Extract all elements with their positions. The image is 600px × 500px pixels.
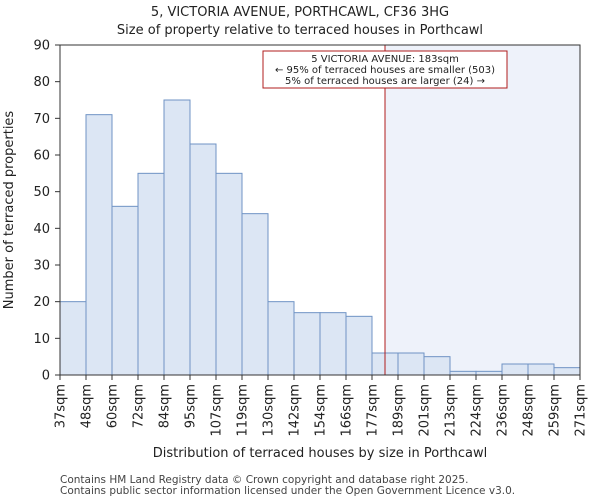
x-tick-label: 177sqm bbox=[366, 384, 381, 437]
y-tick-label: 80 bbox=[33, 75, 50, 90]
histogram-bar bbox=[85, 114, 113, 376]
annotation-frame bbox=[262, 50, 508, 89]
y-tick-label: 20 bbox=[33, 295, 50, 310]
histogram-bar bbox=[527, 363, 555, 376]
histogram-bar bbox=[345, 315, 373, 376]
y-tick-label: 0 bbox=[42, 369, 50, 384]
y-tick-label: 10 bbox=[33, 332, 50, 347]
histogram-bar bbox=[475, 370, 503, 376]
x-tick-label: 213sqm bbox=[444, 384, 459, 437]
x-tick-label: 224sqm bbox=[470, 384, 485, 437]
histogram-bar bbox=[267, 301, 295, 376]
histogram-bar bbox=[397, 352, 425, 376]
chart-subtitle: Size of property relative to terraced ho… bbox=[117, 23, 483, 38]
x-axis-title: Distribution of terraced houses by size … bbox=[153, 446, 488, 461]
x-tick-label: 166sqm bbox=[340, 384, 355, 437]
chart-title: 5, VICTORIA AVENUE, PORTHCAWL, CF36 3HG bbox=[151, 5, 449, 20]
x-tick-label: 201sqm bbox=[418, 384, 433, 437]
x-tick-label: 271sqm bbox=[574, 384, 589, 437]
y-tick-label: 50 bbox=[33, 185, 50, 200]
histogram-bar bbox=[423, 356, 451, 376]
annotation-line-2: ← 95% of terraced houses are smaller (50… bbox=[275, 65, 495, 76]
x-tick-label: 107sqm bbox=[210, 384, 225, 437]
y-tick-label: 90 bbox=[33, 39, 50, 54]
y-tick-label: 70 bbox=[33, 112, 50, 127]
y-tick-label: 30 bbox=[33, 259, 50, 274]
x-tick-label: 95sqm bbox=[184, 384, 199, 428]
histogram-bar bbox=[137, 172, 165, 376]
x-tick-label: 236sqm bbox=[496, 384, 511, 437]
histogram-bar bbox=[59, 301, 87, 376]
histogram-bar bbox=[189, 143, 217, 376]
footer-line-2: Contains public sector information licen… bbox=[60, 485, 515, 497]
histogram-bar bbox=[215, 172, 243, 376]
annotation-box: 5 VICTORIA AVENUE: 183sqm ← 95% of terra… bbox=[262, 50, 508, 89]
x-tick-label: 154sqm bbox=[314, 384, 329, 437]
larger-region-shading bbox=[385, 45, 580, 375]
x-tick-label: 37sqm bbox=[54, 384, 69, 428]
y-tick-label: 60 bbox=[33, 149, 50, 164]
x-tick-label: 142sqm bbox=[288, 384, 303, 437]
annotation-line-1: 5 VICTORIA AVENUE: 183sqm bbox=[311, 54, 459, 65]
x-tick-label: 84sqm bbox=[158, 384, 173, 428]
histogram-bar bbox=[111, 205, 139, 376]
x-tick-label: 248sqm bbox=[522, 384, 537, 437]
histogram-bar bbox=[449, 370, 477, 376]
x-tick-label: 189sqm bbox=[392, 384, 407, 437]
annotation-line-3: 5% of terraced houses are larger (24) → bbox=[285, 76, 485, 87]
x-tick-label: 48sqm bbox=[80, 384, 95, 428]
histogram-bar bbox=[241, 213, 269, 376]
histogram-bar bbox=[501, 363, 529, 376]
y-axis-title: Number of terraced properties bbox=[2, 111, 17, 310]
histogram-bar bbox=[319, 312, 347, 376]
x-tick-label: 72sqm bbox=[132, 384, 147, 428]
footer-line-1: Contains HM Land Registry data © Crown c… bbox=[60, 474, 468, 486]
x-tick-label: 130sqm bbox=[262, 384, 277, 437]
x-tick-label: 259sqm bbox=[548, 384, 563, 437]
x-tick-label: 119sqm bbox=[236, 384, 251, 437]
y-tick-label: 40 bbox=[33, 222, 50, 237]
histogram-bar bbox=[163, 99, 191, 376]
histogram-bar bbox=[553, 367, 581, 376]
x-tick-label: 60sqm bbox=[106, 384, 121, 428]
histogram-bar bbox=[293, 312, 321, 376]
